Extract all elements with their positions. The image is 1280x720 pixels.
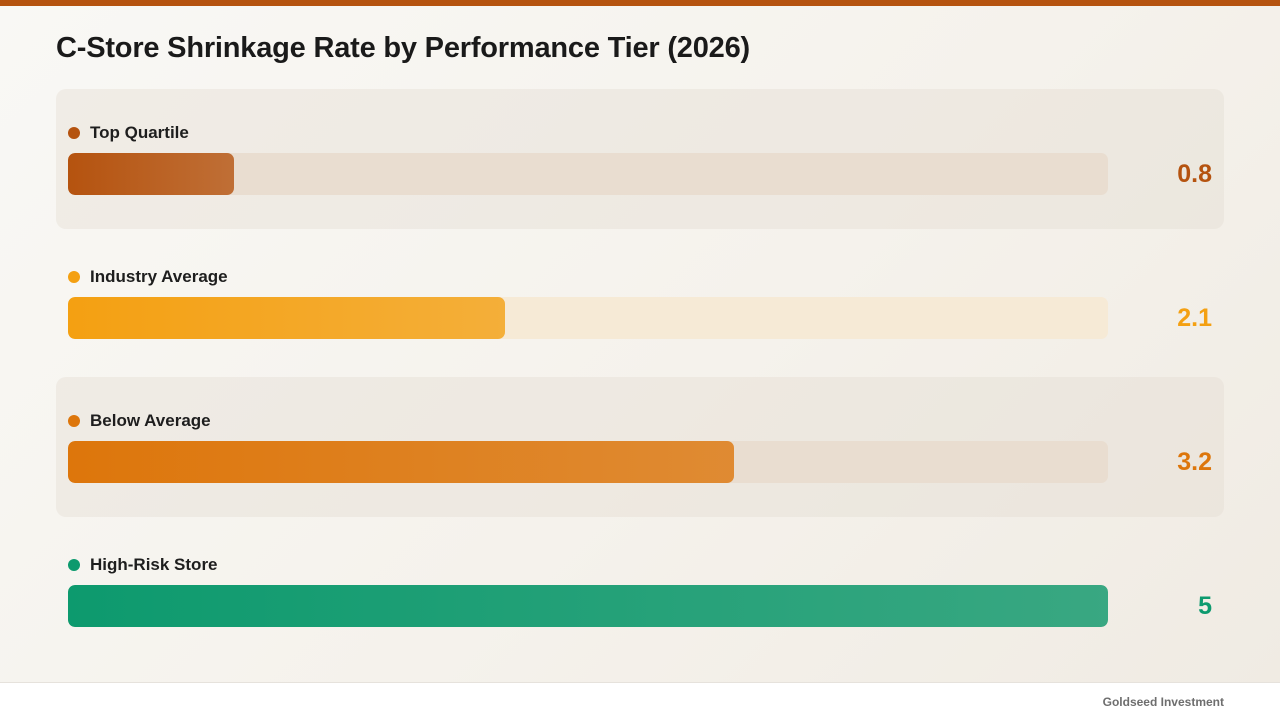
bar-row: High-Risk Store 5	[56, 521, 1224, 661]
bar-track	[68, 297, 1108, 339]
bar-fill	[68, 153, 235, 195]
bar-label: High-Risk Store	[68, 555, 218, 575]
bar-track	[68, 585, 1108, 627]
bar-label: Top Quartile	[68, 123, 189, 143]
bar-label: Industry Average	[68, 267, 228, 287]
bar-track	[68, 441, 1108, 483]
bar-track	[68, 153, 1108, 195]
category-label: Below Average	[90, 411, 211, 430]
top-accent-bar	[0, 0, 1280, 6]
bar-row: Industry Average 2.1	[56, 233, 1224, 373]
bar-fill	[68, 441, 734, 483]
bar-fill	[68, 297, 505, 339]
legend-dot-icon	[68, 127, 80, 139]
category-label: Industry Average	[90, 267, 228, 286]
legend-dot-icon	[68, 559, 80, 571]
bar-label: Below Average	[68, 411, 211, 431]
value-label: 0.8	[1177, 160, 1212, 188]
slide-background: C-Store Shrinkage Rate by Performance Ti…	[0, 0, 1280, 682]
bar-row: Top Quartile 0.8	[56, 89, 1224, 229]
chart-title: C-Store Shrinkage Rate by Performance Ti…	[56, 32, 750, 64]
legend-dot-icon	[68, 415, 80, 427]
value-label: 3.2	[1177, 448, 1212, 476]
value-label: 5	[1198, 592, 1212, 620]
footer: Goldseed Investment	[0, 682, 1280, 720]
bar-fill	[68, 585, 1108, 627]
bar-row: Below Average 3.2	[56, 377, 1224, 517]
category-label: High-Risk Store	[90, 555, 218, 574]
bar-chart: Top Quartile 0.8 Industry Average 2.1 Below …	[56, 89, 1224, 665]
category-label: Top Quartile	[90, 123, 189, 142]
value-label: 2.1	[1177, 304, 1212, 332]
footer-brand: Goldseed Investment	[1102, 695, 1224, 709]
legend-dot-icon	[68, 271, 80, 283]
